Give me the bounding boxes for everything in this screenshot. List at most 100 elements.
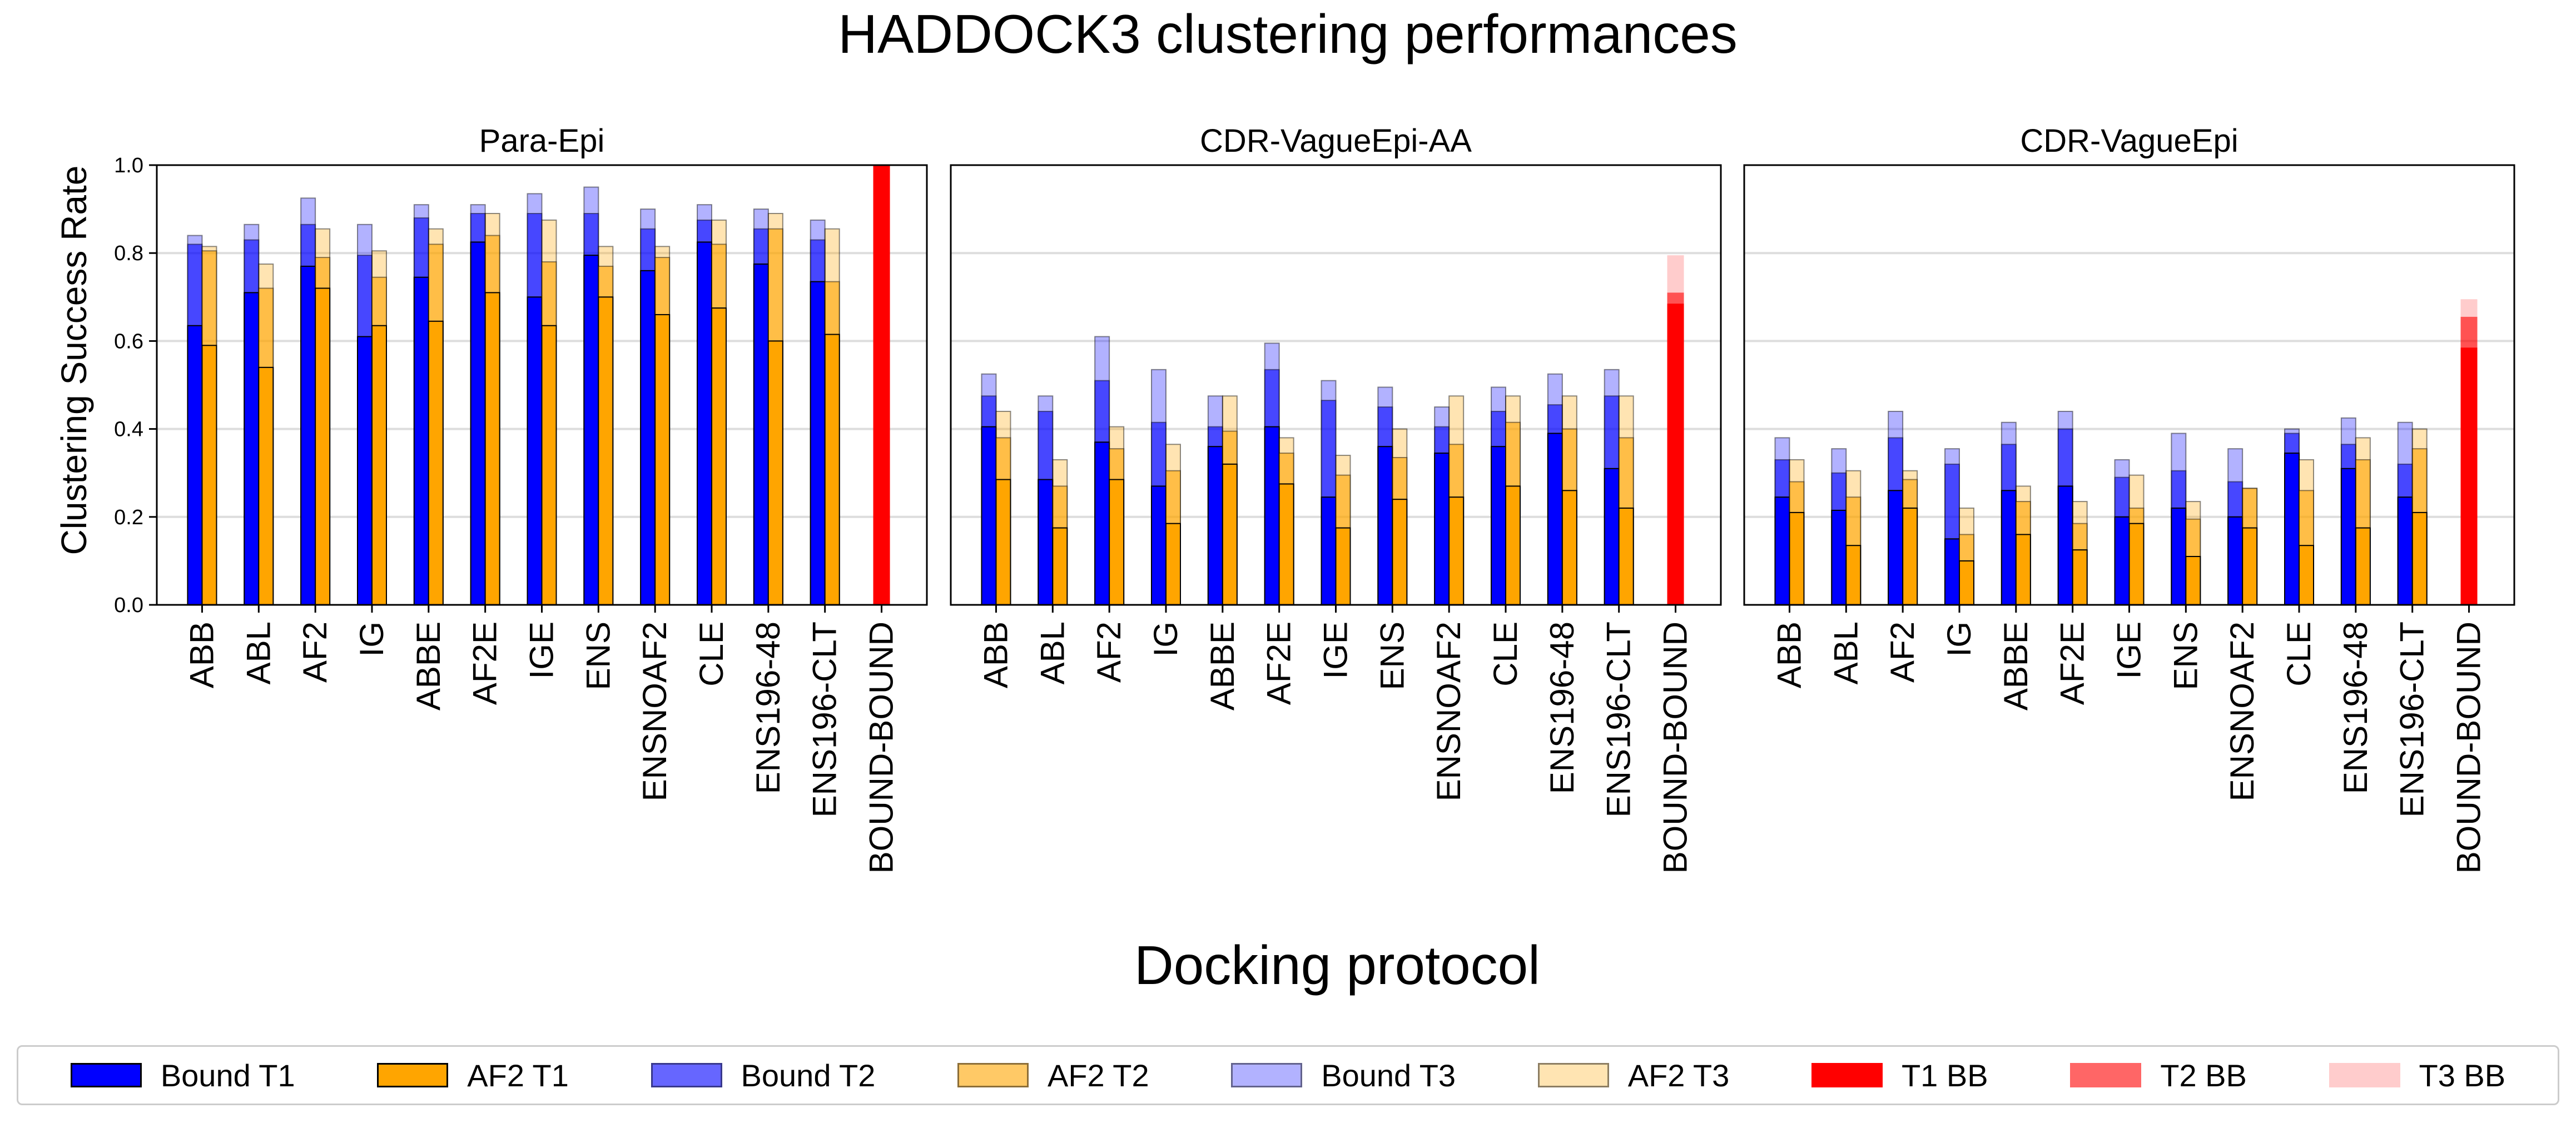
y-tick-label: 0.2: [114, 506, 143, 529]
bar-t1-bb: [873, 165, 890, 605]
legend-item: AF2 T3: [1537, 1057, 1730, 1094]
panel-2: CDR-VagueEpi-AA ABB ABL AF2 IG ABBE AF2E IGE ENS…: [950, 123, 1722, 873]
bar-af2-t1: [2128, 523, 2145, 605]
x-axis-label: Docking protocol: [1134, 935, 1540, 996]
x-tick-label: ABB: [183, 622, 220, 688]
bar-af2-t1: [2015, 534, 2031, 605]
bar-bound-t1: [697, 241, 713, 605]
bar-bound-t1: [2057, 485, 2073, 605]
bar-af2-t1: [711, 307, 727, 605]
bar-bound-t1: [981, 426, 997, 606]
legend-item: T1 BB: [1811, 1057, 1988, 1094]
x-tick-label: ABL: [1827, 622, 1864, 684]
x-tick-label: IGE: [1317, 622, 1354, 679]
legend-swatch: [1231, 1063, 1303, 1087]
axes-frame: [950, 164, 1722, 606]
x-tick-label: ENS196-CLT: [806, 622, 843, 817]
x-tick-label: IG: [353, 622, 390, 657]
bar-af2-t1: [201, 345, 217, 605]
x-tick-label: AF2E: [466, 622, 504, 705]
x-tick-label: BOUND-BOUND: [1657, 622, 1694, 873]
bar-af2-t1: [2411, 511, 2428, 606]
bar-af2-t1: [1335, 527, 1351, 606]
x-tick-label: BOUND-BOUND: [2450, 622, 2488, 873]
x-tick-label: IG: [1147, 622, 1184, 657]
x-tick-label: ENS196-CLT: [2394, 622, 2431, 817]
x-tick-label: ENSNOAF2: [636, 622, 673, 801]
bar-af2-t1: [2355, 527, 2371, 606]
bar-af2-t1: [1505, 485, 1521, 605]
legend-swatch: [651, 1063, 722, 1087]
x-tick-label: CLE: [693, 622, 730, 687]
bar-af2-t1: [2072, 549, 2088, 605]
legend-item: T3 BB: [2329, 1057, 2505, 1094]
bar-bound-t1: [1888, 490, 1904, 606]
x-tick-label: ENS196-48: [2337, 622, 2374, 794]
legend-label: AF2 T2: [1048, 1057, 1149, 1093]
bar-bound-t1: [2284, 453, 2300, 605]
bar-af2-t1: [654, 314, 671, 605]
x-tick-label: ENS196-48: [750, 622, 787, 794]
x-tick-label: ABBE: [1997, 622, 2034, 710]
x-tick-label: ENS196-CLT: [1600, 622, 1637, 817]
bar-t1-bb: [2460, 347, 2478, 605]
x-tick-label: AF2E: [2054, 622, 2091, 705]
bar-bound-t1: [753, 263, 769, 606]
bar-bound-t1: [583, 255, 599, 605]
legend-item: AF2 T1: [377, 1057, 569, 1094]
panel-title: CDR-VagueEpi-AA: [1200, 123, 1472, 159]
x-tick-label: AF2E: [1260, 622, 1298, 705]
bar-bound-t1: [2227, 516, 2244, 605]
legend-item: T2 BB: [2070, 1057, 2247, 1094]
bar-bound-t1: [1150, 485, 1167, 605]
bar-af2-t1: [1278, 483, 1294, 605]
legend-swatch: [377, 1063, 449, 1087]
y-tick-label: 0.6: [114, 330, 143, 353]
bar-bound-t1: [2340, 468, 2356, 605]
bar-af2-t1: [1561, 490, 1577, 606]
bar-bound-t1: [1604, 468, 1620, 605]
legend-item: Bound T2: [651, 1057, 875, 1094]
bar-af2-t1: [1958, 560, 1974, 606]
bar-bound-t1: [244, 292, 260, 605]
y-tick-label: 0.0: [114, 594, 143, 617]
x-tick-label: BOUND-BOUND: [863, 622, 900, 873]
x-tick-label: IGE: [523, 622, 560, 679]
legend-swatch: [957, 1063, 1029, 1087]
bar-af2-t1: [1902, 507, 1918, 605]
bar-bound-t1: [1831, 509, 1847, 605]
bar-t1-bb: [1667, 304, 1684, 605]
x-tick-label: ENSNOAF2: [2223, 622, 2261, 801]
bar-bound-t1: [470, 241, 486, 605]
axes-frame: [1743, 164, 2515, 606]
bar-af2-t1: [598, 296, 614, 605]
y-tick-label: 0.8: [114, 242, 143, 265]
axes-frame: [156, 164, 928, 606]
legend-swatch: [2329, 1063, 2400, 1087]
bar-af2-t1: [428, 320, 444, 605]
x-tick-label: AF2: [1884, 622, 1921, 683]
legend-label: AF2 T3: [1627, 1057, 1730, 1093]
legend-swatch: [2070, 1063, 2142, 1087]
bar-bound-t1: [1094, 441, 1110, 606]
bar-bound-t1: [810, 281, 826, 605]
bar-af2-t1: [2185, 555, 2201, 605]
bar-af2-t1: [767, 340, 783, 606]
y-axis-label: Clustering Success Rate: [54, 166, 94, 555]
bar-bound-t1: [1038, 479, 1054, 605]
bar-af2-t1: [824, 334, 840, 605]
chart-panels: Para-Epi ABB ABL AF2 IG ABBE AF2E IGE ENS ENSNOAF…: [114, 123, 2515, 873]
bar-bound-t1: [2114, 516, 2130, 605]
x-tick-label: ENS: [1373, 622, 1411, 690]
bar-bound-t1: [1434, 453, 1450, 605]
bar-af2-t1: [1165, 523, 1181, 605]
bar-af2-t1: [1052, 527, 1068, 606]
figure-title: HADDOCK3 clustering performances: [838, 3, 1738, 64]
x-tick-label: ABBE: [410, 622, 447, 710]
legend-label: AF2 T1: [467, 1057, 569, 1093]
legend-swatch: [70, 1063, 142, 1087]
bar-af2-t1: [1109, 479, 1125, 605]
x-tick-label: ABBE: [1204, 622, 1241, 710]
legend-item: Bound T3: [1231, 1057, 1456, 1094]
